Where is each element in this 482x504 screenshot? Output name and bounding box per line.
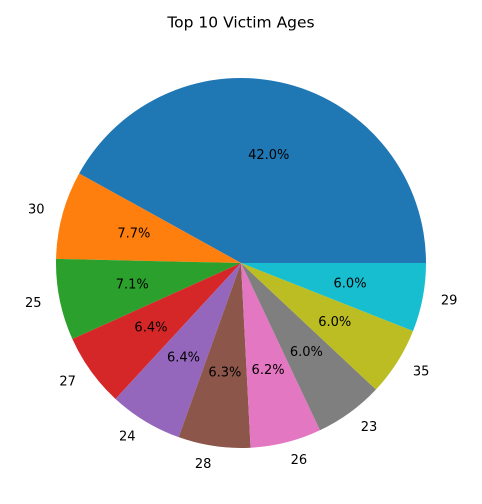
slice-percent-label: 6.2% [252, 363, 285, 378]
slice-category-label: 24 [119, 430, 136, 445]
pie-slice-10 [241, 263, 426, 332]
slice-category-label: 27 [59, 374, 76, 389]
slice-category-label: 29 [441, 294, 458, 309]
slice-percent-label: 42.0% [248, 148, 289, 163]
slice-percent-label: 7.1% [116, 278, 149, 293]
pie-slice-9 [241, 263, 414, 390]
slice-category-label: 28 [195, 457, 212, 472]
slice-category-label: 23 [361, 420, 378, 435]
slice-percent-label: 6.4% [167, 350, 200, 365]
pie-slice-3 [56, 258, 242, 340]
pie-slice-2 [56, 173, 241, 263]
pie-slices [56, 77, 426, 449]
chart-title: Top 10 Victim Ages [166, 14, 314, 32]
slice-percent-label: 6.4% [134, 320, 167, 335]
slice-percent-label: 6.3% [208, 365, 241, 380]
slice-percent-label: 7.7% [117, 227, 150, 242]
pie-slice-5 [115, 263, 241, 438]
pie-labels: 42.0% 7.7% 30 7.1% 25 6.4% 27 6.4% 24 6.3% 28 6.2% 2… [25, 148, 457, 472]
slice-category-label: 25 [25, 296, 42, 311]
slice-category-label: 26 [291, 453, 308, 468]
slice-category-label: 35 [413, 364, 430, 379]
pie-slice-1 [79, 77, 426, 263]
slice-percent-label: 6.0% [334, 276, 367, 291]
slice-percent-label: 6.0% [290, 345, 323, 360]
pie-slice-4 [72, 263, 241, 399]
pie-slice-6 [178, 263, 251, 449]
pie-slice-7 [241, 263, 320, 448]
slice-category-label: 30 [28, 202, 45, 217]
pie-slice-8 [241, 263, 376, 431]
slice-percent-label: 6.0% [318, 315, 351, 330]
